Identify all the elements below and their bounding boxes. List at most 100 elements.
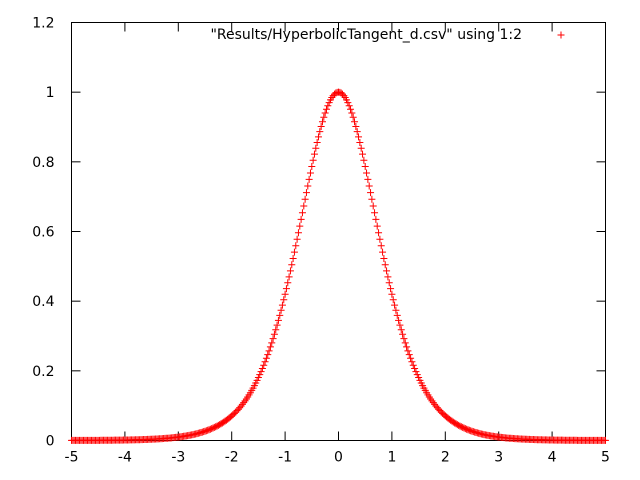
x-tick-label: 3 <box>494 450 503 466</box>
data-point <box>348 109 356 117</box>
legend-marker-icon <box>557 31 565 39</box>
data-point <box>403 343 411 351</box>
data-point <box>284 279 292 287</box>
data-point <box>344 99 352 107</box>
data-point <box>368 195 376 203</box>
data-point <box>318 118 326 126</box>
data-point <box>409 361 417 369</box>
data-point <box>278 301 286 309</box>
data-point <box>407 354 415 362</box>
data-point <box>352 123 360 131</box>
data-point <box>412 368 420 376</box>
data-point <box>254 374 262 382</box>
data-point <box>238 400 246 408</box>
data-point <box>353 128 361 136</box>
data-point <box>277 306 285 314</box>
data-point <box>272 326 280 334</box>
y-tick-label: 0.6 <box>32 225 54 241</box>
x-tick-label: -4 <box>118 450 132 466</box>
data-point <box>384 273 392 281</box>
data-point <box>388 290 396 298</box>
data-point <box>367 189 375 197</box>
data-point <box>270 330 278 338</box>
data-point <box>360 156 368 164</box>
data-point <box>401 339 409 347</box>
data-point <box>391 301 399 309</box>
data-point <box>381 261 389 269</box>
data-point <box>408 358 416 366</box>
data-point <box>266 343 274 351</box>
x-tick-label: -1 <box>278 450 292 466</box>
y-tick-label: 1.2 <box>32 16 54 32</box>
data-point <box>281 290 289 298</box>
legend-marker-plus <box>557 31 565 39</box>
data-point <box>349 113 357 121</box>
data-point <box>269 335 277 343</box>
data-point <box>301 195 309 203</box>
data-point <box>393 311 401 319</box>
data-point <box>383 267 391 275</box>
data-point <box>379 248 387 256</box>
y-tick-label: 0.2 <box>32 364 54 380</box>
data-point <box>292 242 300 250</box>
data-point <box>316 128 324 136</box>
x-tick-label: -2 <box>225 450 239 466</box>
data-point <box>265 347 273 355</box>
data-point <box>355 133 363 141</box>
data-point <box>262 354 270 362</box>
data-point <box>289 255 297 263</box>
data-series <box>68 88 609 444</box>
data-point <box>373 222 381 230</box>
data-point <box>317 123 325 131</box>
data-point <box>376 235 384 243</box>
x-tick-label: 4 <box>548 450 557 466</box>
data-point <box>273 321 281 329</box>
data-point <box>302 189 310 197</box>
data-point <box>387 285 395 293</box>
data-point <box>413 371 421 379</box>
data-point <box>288 261 296 269</box>
data-point <box>258 364 266 372</box>
data-point <box>361 163 369 171</box>
data-point <box>296 222 304 230</box>
data-point <box>260 361 268 369</box>
plot-frame <box>71 22 606 441</box>
data-point <box>365 182 373 190</box>
data-point <box>285 273 293 281</box>
axis-tick-labels: -5 -4 -3 -2 -1 0 1 2 3 4 5 0 0.2 0.4 0.6 0.8 1 1.2 <box>32 16 610 466</box>
data-point <box>286 267 294 275</box>
data-point <box>364 175 372 183</box>
data-point <box>314 133 322 141</box>
data-point <box>399 330 407 338</box>
data-point <box>276 311 284 319</box>
data-point <box>385 279 393 287</box>
data-point <box>380 255 388 263</box>
data-point <box>305 175 313 183</box>
data-point <box>371 209 379 217</box>
data-point <box>320 113 328 121</box>
data-point <box>404 347 412 355</box>
data-point <box>359 150 367 158</box>
data-point <box>345 102 353 110</box>
y-tick-label: 1 <box>46 85 55 101</box>
x-tick-label: 5 <box>601 450 610 466</box>
data-point <box>602 436 609 444</box>
axis-ticks <box>71 22 606 441</box>
data-point <box>324 102 332 110</box>
legend-label: "Results/HyperbolicTangent_d.csv" using … <box>210 27 522 43</box>
data-point <box>261 358 269 366</box>
data-point <box>375 229 383 237</box>
y-tick-label: 0 <box>46 434 55 450</box>
data-point <box>310 150 318 158</box>
data-point <box>363 169 371 177</box>
data-point <box>298 209 306 217</box>
x-tick-label: -3 <box>171 450 185 466</box>
data-point <box>256 371 264 379</box>
data-point <box>294 229 302 237</box>
data-point <box>377 242 385 250</box>
y-tick-label: 0.8 <box>32 155 54 171</box>
data-point <box>400 335 408 343</box>
data-point <box>280 296 288 304</box>
data-point <box>389 296 397 304</box>
data-point <box>313 138 321 146</box>
